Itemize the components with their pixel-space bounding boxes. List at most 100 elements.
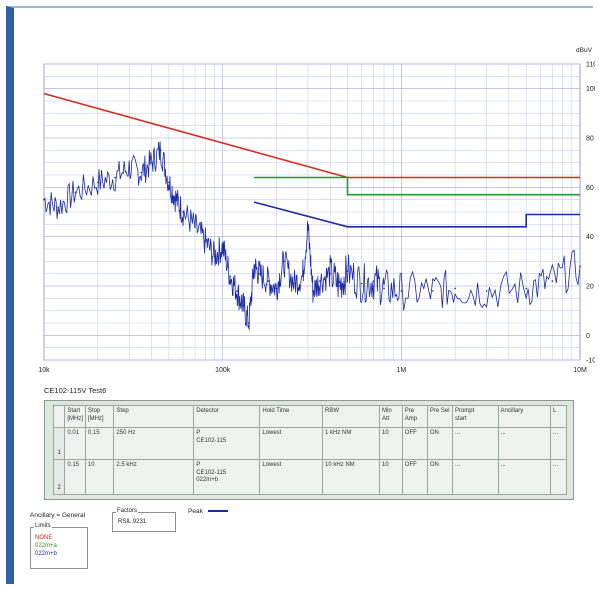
table-row[interactable]: 1 0.01 0.15 250 Hz P CE102-115 Lowest 1 … [52, 426, 568, 461]
peak-point [247, 322, 250, 324]
header-stop[interactable]: Stop [MHz] [84, 405, 115, 428]
header-rbw[interactable]: RBW [322, 405, 380, 428]
cell-min-att[interactable]: 10 [379, 426, 403, 461]
header-min-att[interactable]: Min Att [379, 405, 403, 428]
emission-plot: 10k 100k 1M 10M 110 100 80 60 40 20 0 -10 dBuV [38, 47, 595, 374]
peak-point [150, 161, 153, 164]
peak-point [221, 245, 224, 248]
factor-value[interactable]: RSIL 9231 [118, 519, 147, 525]
cell-pre-sel[interactable]: ON [426, 459, 453, 495]
header-hold-time[interactable]: Hold Time [259, 405, 323, 428]
cell-stop[interactable]: 0.15 [84, 426, 115, 461]
cell-pre-amp[interactable]: OFF [401, 426, 428, 461]
peak-point [454, 287, 456, 290]
y-tick-label: -10 [586, 358, 595, 365]
cell-min-att[interactable]: 10 [379, 459, 403, 495]
cell-stop[interactable]: 10 [84, 459, 115, 495]
y-tick-label: 100 [586, 86, 595, 93]
cell-rbw[interactable]: 1 kHz NM [322, 426, 380, 461]
peak-legend: Peak [188, 508, 228, 515]
header-step[interactable]: Step [113, 405, 195, 428]
y-tick-label: 40 [586, 234, 594, 241]
peak-point [283, 260, 285, 263]
peak-point [431, 290, 434, 292]
x-tick-label: 100k [215, 367, 231, 374]
peak-point [114, 176, 116, 179]
peak-point [329, 272, 332, 275]
cell-start[interactable]: 0.15 [64, 459, 86, 495]
peak-point [307, 226, 309, 228]
cell-l[interactable]: ... [549, 459, 568, 495]
peak-point [312, 290, 314, 292]
header-pre-sel[interactable]: Pre Sel [426, 405, 453, 428]
limit-item-022m-b[interactable]: 022m+b [35, 551, 57, 557]
y-tick-label: 80 [586, 136, 594, 143]
cell-ancillary[interactable]: ... [497, 459, 551, 495]
peak-trace [43, 141, 581, 331]
peak-point [319, 280, 321, 282]
peak-point [194, 226, 196, 228]
header-pre-amp[interactable]: Pre Amp [401, 405, 428, 428]
scan-settings-table: Start [MHz] Stop [MHz] Step Detector Hol… [52, 405, 568, 495]
peak-point [236, 290, 238, 292]
peak-point [551, 280, 554, 282]
peak-point [140, 171, 143, 174]
peak-point [229, 275, 231, 277]
peak-legend-label: Peak [188, 508, 203, 515]
row-index[interactable]: 2 [52, 459, 66, 495]
cell-rbw[interactable]: 10 kHz NM [322, 459, 380, 495]
peak-point [43, 198, 45, 201]
peak-point [301, 275, 304, 277]
factors-group: Factors RSIL 9231 [112, 508, 176, 532]
peak-point [383, 287, 385, 290]
peak-point [253, 265, 255, 268]
limit-line-3 [253, 201, 580, 228]
peak-point [242, 304, 244, 307]
cell-start[interactable]: 0.01 [64, 426, 86, 461]
cell-hold-time[interactable]: Lowest [259, 459, 323, 495]
cell-prompt-start[interactable]: ... [451, 426, 499, 461]
limit-line-2 [254, 176, 580, 196]
cell-step[interactable]: 2.5 kHz [113, 459, 195, 495]
peak-point [400, 290, 403, 292]
peak-point [159, 149, 162, 152]
peak-point [204, 240, 207, 243]
cell-hold-time[interactable]: Lowest [259, 426, 323, 461]
header-l[interactable]: L [549, 405, 568, 428]
cell-prompt-start[interactable]: ... [451, 459, 499, 495]
peak-point [128, 166, 131, 169]
header-prompt-start[interactable]: Prompt start [451, 405, 499, 428]
header-detector[interactable]: Detector [193, 405, 261, 428]
table-row[interactable]: 2 0.15 10 2.5 kHz P CE102-115 022m+b Low… [52, 459, 568, 495]
cell-pre-amp[interactable]: OFF [401, 459, 428, 495]
limits-group: Limits NONE 022m+a 022m+b [30, 523, 88, 569]
cell-ancillary[interactable]: ... [497, 426, 551, 461]
limit-item-none[interactable]: NONE [35, 535, 53, 541]
y-tick-label: 60 [586, 185, 594, 192]
cell-l[interactable]: ... [549, 426, 568, 461]
limit-item-022m-a[interactable]: 022m+a [35, 543, 57, 549]
peak-point [360, 282, 363, 285]
y-unit-label: dBuV [576, 47, 593, 54]
cell-detector[interactable]: P CE102-115 [193, 426, 261, 461]
peak-point [292, 282, 295, 285]
x-tick-label: 1M [396, 367, 406, 374]
peak-point [96, 181, 99, 184]
limits-title: Limits [34, 523, 52, 529]
peak-point [275, 287, 278, 290]
cell-step[interactable]: 250 Hz [113, 426, 195, 461]
peak-point [258, 272, 260, 275]
header-index [52, 405, 66, 428]
peak-point [338, 285, 341, 287]
y-tick-label: 0 [586, 333, 590, 340]
header-start[interactable]: Start [MHz] [64, 405, 86, 428]
row-index[interactable]: 1 [52, 426, 66, 461]
table-header-row: Start [MHz] Stop [MHz] Step Detector Hol… [52, 405, 568, 428]
header-ancillary[interactable]: Ancillary [497, 405, 551, 428]
cell-detector[interactable]: P CE102-115 022m+b [193, 459, 261, 495]
y-tick-label: 110 [586, 62, 595, 69]
x-tick-label: 10k [38, 367, 50, 374]
peak-point [175, 198, 178, 201]
cell-pre-sel[interactable]: ON [426, 426, 453, 461]
